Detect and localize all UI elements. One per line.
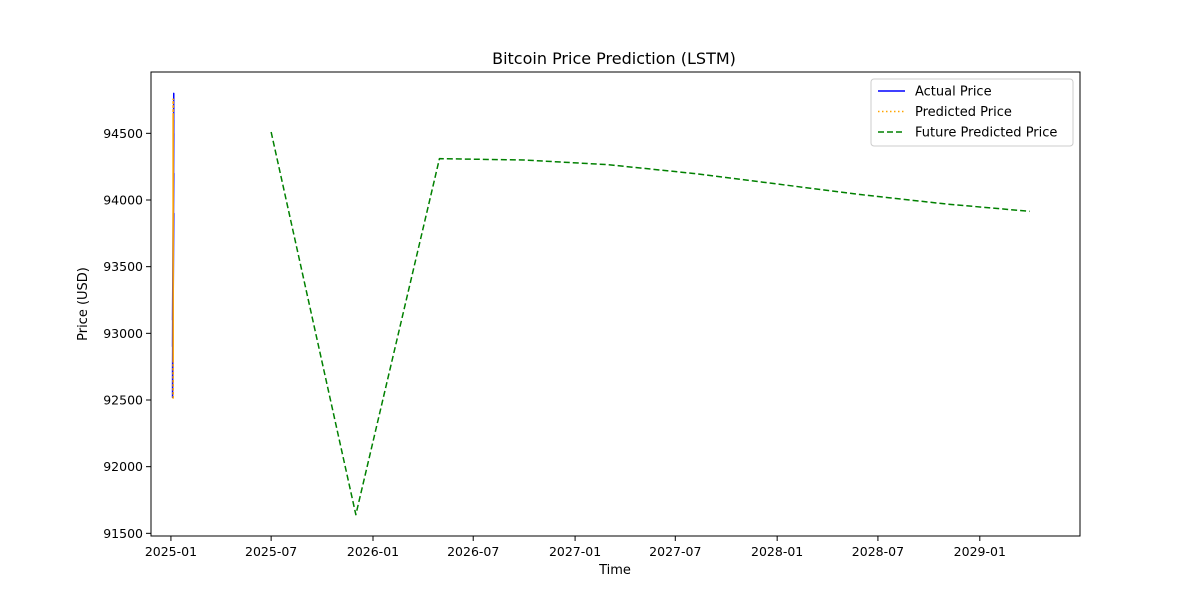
plot-frame (150, 71, 1081, 537)
x-axis-label: Time (598, 563, 631, 578)
y-tick-label: 91500 (103, 526, 143, 541)
series-layer (171, 92, 1030, 516)
y-axis-label: Price (USD) (76, 267, 91, 341)
x-tick-label: 2026-07 (447, 544, 499, 559)
chart-title: Bitcoin Price Prediction (LSTM) (492, 49, 736, 68)
x-tick-label: 2028-01 (751, 544, 803, 559)
legend: Actual Price Predicted Price Future Predic… (870, 78, 1074, 147)
x-axis-ticks: 2025-01 2025-07 2026-01 2026-07 2027-01 2027-… (145, 536, 1006, 559)
y-axis-ticks: 91500 92000 92500 93000 93500 94000 94500 (103, 126, 151, 541)
x-tick-label: 2028-07 (852, 544, 904, 559)
series-line-3 (270, 131, 1030, 516)
y-tick-label: 93500 (103, 259, 143, 274)
y-tick-label: 94000 (103, 193, 143, 208)
legend-label: Future Predicted Price (915, 126, 1057, 141)
x-tick-label: 2029-01 (954, 544, 1006, 559)
legend-label: Predicted Price (915, 105, 1012, 120)
legend-box (870, 78, 1074, 147)
y-tick-label: 93000 (103, 326, 143, 341)
y-tick-label: 92000 (103, 459, 143, 474)
y-tick-label: 92500 (103, 393, 143, 408)
x-tick-label: 2027-01 (549, 544, 601, 559)
x-tick-label: 2025-07 (245, 544, 297, 559)
x-tick-label: 2026-01 (347, 544, 399, 559)
legend-label: Actual Price (915, 85, 992, 100)
x-tick-label: 2027-07 (649, 544, 701, 559)
y-tick-label: 94500 (103, 126, 143, 141)
x-tick-label: 2025-01 (145, 544, 197, 559)
